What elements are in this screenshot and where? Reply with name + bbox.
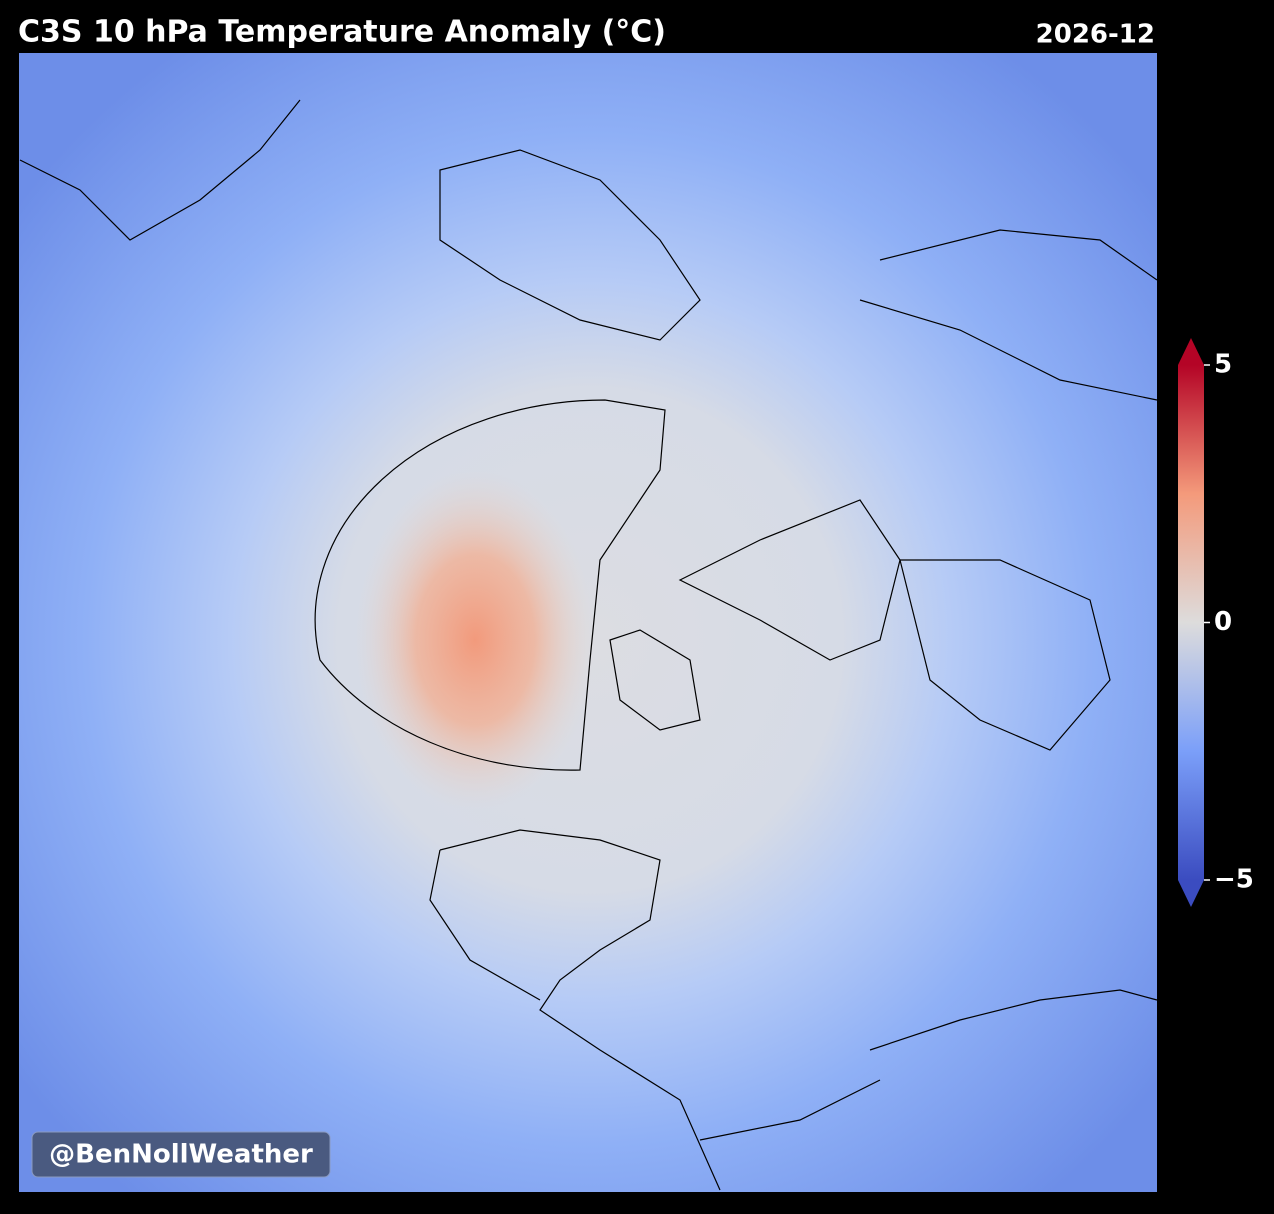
colorbar bbox=[1178, 338, 1204, 907]
map bbox=[19, 53, 1158, 1192]
colorbar-body bbox=[1178, 365, 1204, 880]
coastlines bbox=[19, 99, 1158, 1191]
date: 2026-12 bbox=[1036, 20, 1155, 50]
title: C3S 10 hPa Temperature Anomaly (°C) bbox=[18, 15, 666, 50]
colorbar-tick-label: 5 bbox=[1214, 350, 1232, 380]
colorbar-tick-label: −5 bbox=[1214, 865, 1254, 895]
watermark-box bbox=[31, 1131, 331, 1178]
watermark-text: @BenNollWeather bbox=[49, 1140, 313, 1170]
colorbar-tick-label: 0 bbox=[1214, 607, 1232, 637]
warm-anomaly bbox=[19, 53, 1157, 1192]
watermark: @BenNollWeather bbox=[31, 1131, 331, 1178]
colorbar-extend-min bbox=[1178, 880, 1204, 907]
colorbar-extend-max bbox=[1178, 338, 1204, 365]
